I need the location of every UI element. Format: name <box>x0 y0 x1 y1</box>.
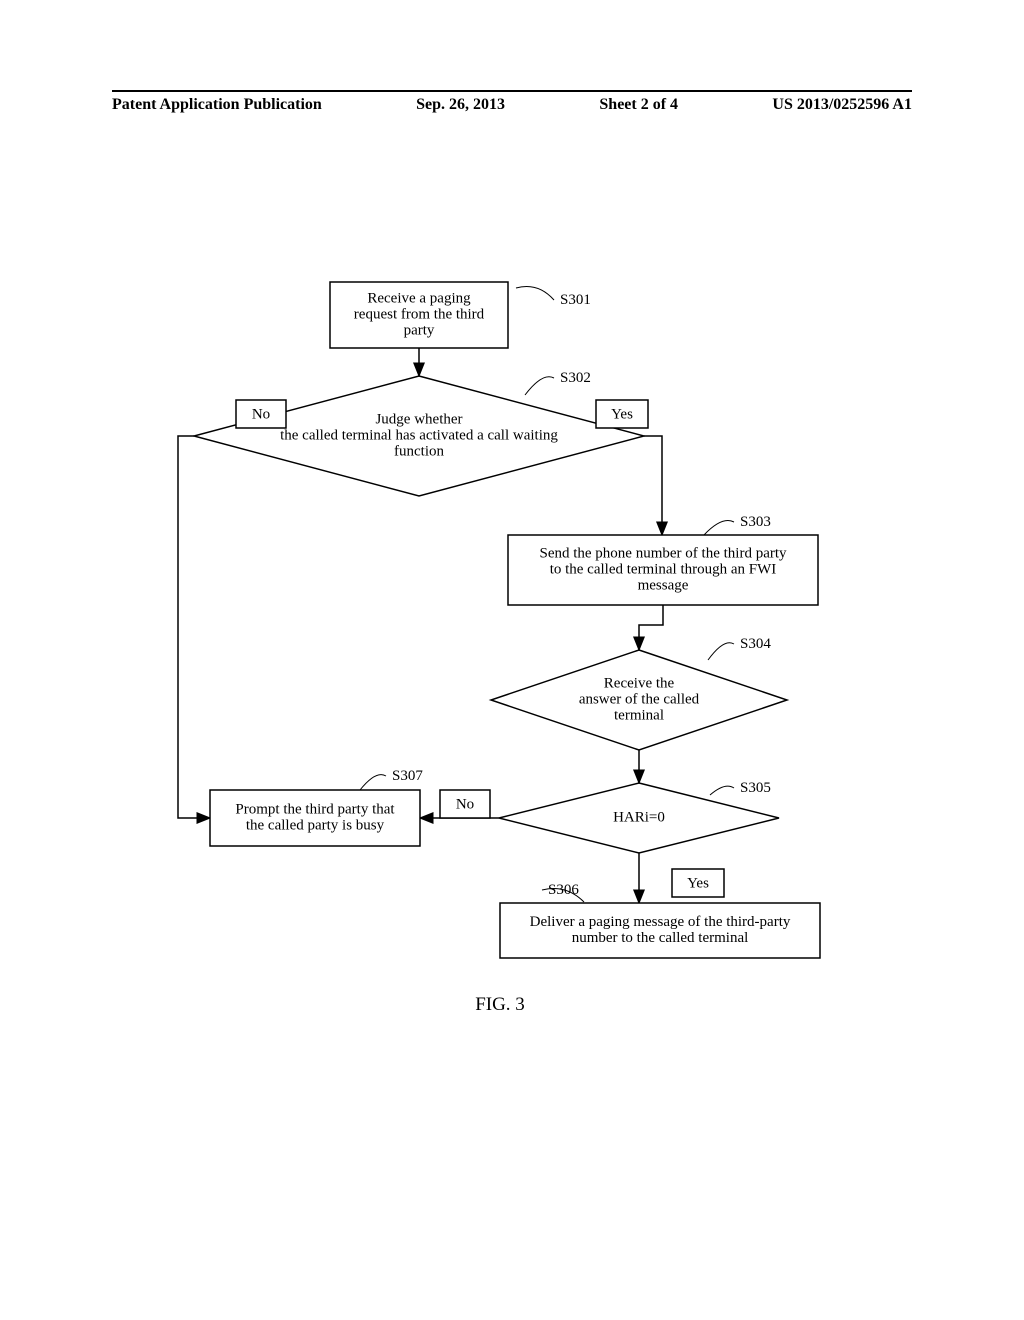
flow-node-text-S304: terminal <box>614 707 664 723</box>
flow-node-text-S301: party <box>404 322 435 338</box>
branch-label: No <box>252 406 270 422</box>
callout-connector <box>525 377 554 395</box>
branch-label: No <box>456 796 474 812</box>
flow-edge <box>644 436 662 535</box>
step-label-S304: S304 <box>740 636 771 652</box>
flow-node-text-S302: function <box>394 443 444 459</box>
flow-node-text-S304: Receive the <box>604 675 675 691</box>
step-label-S303: S303 <box>740 514 771 530</box>
flowchart-diagram: Receive a pagingrequest from the thirdpa… <box>0 0 1024 1320</box>
flow-node-text-S304: answer of the called <box>579 691 700 707</box>
callout-connector <box>516 287 554 301</box>
step-label-S301: S301 <box>560 292 591 308</box>
flow-node-text-S307: the called party is busy <box>246 817 385 833</box>
flow-node-text-S306: Deliver a paging message of the third-pa… <box>530 914 791 930</box>
flow-node-text-S303: message <box>638 577 689 593</box>
step-label-S306: S306 <box>548 882 579 898</box>
callout-connector <box>360 775 386 790</box>
flow-node-text-S305: HARi=0 <box>613 809 665 825</box>
flow-node-text-S302: Judge whether <box>375 411 462 427</box>
flow-node-text-S302: the called terminal has activated a call… <box>280 427 558 443</box>
step-label-S307: S307 <box>392 768 423 784</box>
flow-node-text-S303: to the called terminal through an FWI <box>550 561 777 577</box>
flow-node-text-S301: request from the third <box>354 306 485 322</box>
branch-label: Yes <box>611 406 633 422</box>
step-label-S302: S302 <box>560 370 591 386</box>
branch-label: Yes <box>687 875 709 891</box>
flow-node-text-S303: Send the phone number of the third party <box>539 545 787 561</box>
flow-node-text-S306: number to the called terminal <box>572 930 749 946</box>
step-label-S305: S305 <box>740 780 771 796</box>
flow-edge <box>639 605 663 650</box>
figure-caption: FIG. 3 <box>475 994 525 1015</box>
callout-connector <box>710 786 734 795</box>
callout-connector <box>704 521 734 535</box>
callout-connector <box>708 643 734 660</box>
flow-node-text-S301: Receive a paging <box>367 290 471 306</box>
flow-edge <box>178 436 210 818</box>
flow-node-text-S307: Prompt the third party that <box>235 801 395 817</box>
